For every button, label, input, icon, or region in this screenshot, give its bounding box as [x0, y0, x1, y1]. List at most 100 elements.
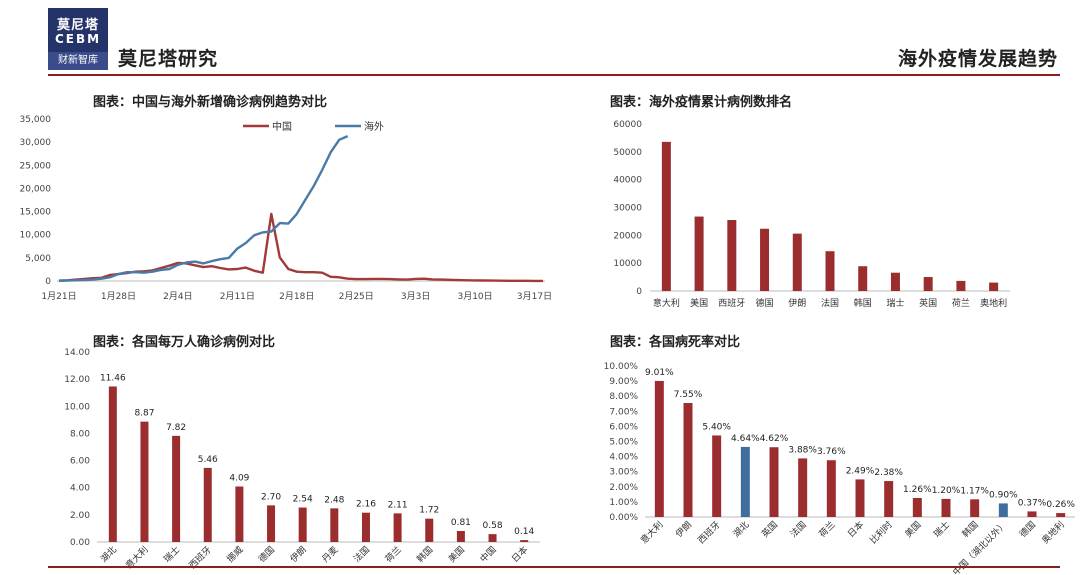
bar	[425, 518, 434, 542]
bar	[393, 513, 402, 542]
data-label: 4.62%	[760, 434, 789, 444]
data-label: 3.88%	[788, 445, 817, 455]
bar	[361, 512, 370, 542]
data-label: 2.16	[356, 500, 376, 510]
category-label: 伊朗	[788, 297, 806, 309]
bar	[520, 540, 529, 542]
data-label: 5.40%	[702, 422, 731, 432]
x-tick-label: 2月11日	[220, 291, 255, 302]
y-tick-label: 12.00	[64, 375, 90, 385]
category-label: 美国	[902, 519, 923, 540]
y-tick-label: 10.00%	[604, 362, 639, 372]
category-label: 荷兰	[383, 544, 404, 565]
category-label: 伊朗	[673, 519, 694, 540]
data-label: 0.90%	[989, 490, 1018, 500]
x-tick-label: 3月10日	[457, 291, 492, 302]
data-label: 2.48	[324, 495, 344, 505]
category-label: 西班牙	[695, 519, 723, 547]
category-label: 法国	[821, 297, 839, 309]
category-label: 韩国	[854, 297, 872, 309]
category-label: 奥地利	[980, 297, 1007, 309]
y-tick-label: 3.00%	[609, 468, 638, 478]
y-tick-label: 0	[45, 277, 51, 287]
data-label: 2.11	[388, 500, 408, 510]
logo-line1: 莫尼塔	[56, 18, 99, 33]
x-tick-label: 3月3日	[401, 291, 430, 302]
data-label: 1.72	[419, 506, 439, 516]
category-label: 韩国	[960, 519, 981, 540]
category-label: 丹麦	[319, 544, 340, 565]
bar	[858, 266, 868, 291]
logo-line2: CEBM	[54, 32, 102, 46]
category-label: 韩国	[414, 544, 435, 565]
y-tick-label: 60000	[613, 120, 642, 130]
data-label: 0.37%	[1018, 498, 1047, 508]
data-label: 2.49%	[846, 466, 875, 476]
data-label: 3.76%	[817, 447, 846, 457]
footer-divider	[48, 566, 1060, 568]
legend-label: 海外	[364, 120, 384, 133]
y-tick-label: 1.00%	[609, 498, 638, 508]
y-tick-label: 30,000	[20, 138, 52, 148]
chart2-title: 图表：海外疫情累计病例数排名	[610, 95, 793, 110]
logo: 莫尼塔 CEBM 财新智库	[48, 8, 108, 70]
data-label: 0.58	[483, 521, 503, 531]
bar	[890, 272, 900, 291]
data-label: 1.26%	[903, 485, 932, 495]
data-label: 9.01%	[645, 368, 674, 378]
x-tick-label: 2月25日	[339, 291, 374, 302]
chart3-title: 图表：各国每万人确诊病例对比	[93, 335, 276, 350]
bar	[488, 534, 497, 542]
bar	[956, 280, 966, 291]
bar	[825, 251, 835, 291]
data-label: 8.87	[134, 409, 154, 419]
logo-line3: 财新智库	[48, 52, 108, 70]
bar	[792, 233, 802, 291]
category-label: 意大利	[653, 297, 680, 309]
category-label: 法国	[788, 519, 809, 540]
category-label: 日本	[845, 519, 866, 540]
category-label: 瑞士	[931, 519, 952, 540]
bar	[712, 435, 722, 517]
data-label: 2.70	[261, 492, 281, 502]
bar	[740, 446, 750, 517]
category-label: 比利时	[867, 519, 895, 547]
page-title: 海外疫情发展趋势	[897, 48, 1058, 70]
bar	[235, 486, 244, 542]
bar	[267, 505, 276, 542]
x-tick-label: 1月21日	[41, 291, 76, 302]
bar	[654, 380, 664, 517]
bar	[798, 458, 808, 517]
brand-name: 莫尼塔研究	[118, 48, 219, 70]
bar	[330, 508, 339, 542]
y-tick-label: 14.00	[64, 348, 90, 358]
chart1-title: 图表：中国与海外新增确诊病例趋势对比	[93, 95, 328, 110]
data-label: 7.55%	[674, 390, 703, 400]
category-label: 瑞士	[161, 544, 182, 565]
category-label: 意大利	[638, 519, 666, 547]
category-label: 荷兰	[816, 519, 837, 540]
category-label: 挪威	[224, 544, 245, 565]
y-tick-label: 9.00%	[609, 377, 638, 387]
bar	[970, 499, 980, 517]
bar	[998, 503, 1008, 517]
bar	[1056, 513, 1066, 517]
header-divider	[48, 74, 1060, 76]
y-tick-label: 7.00%	[609, 407, 638, 417]
data-label: 2.54	[293, 495, 313, 505]
y-tick-label: 20,000	[20, 184, 52, 194]
series-line-china	[58, 212, 543, 283]
y-tick-label: 2.00%	[609, 483, 638, 493]
y-tick-label: 5.00%	[609, 438, 638, 448]
series-line-overseas	[58, 134, 349, 282]
y-tick-label: 10.00	[64, 402, 90, 412]
y-tick-label: 6.00%	[609, 422, 638, 432]
y-tick-label: 15,000	[20, 208, 52, 218]
data-label: 0.81	[451, 518, 471, 528]
x-tick-label: 3月17日	[517, 291, 552, 302]
bar	[203, 467, 212, 542]
x-tick-label: 2月18日	[279, 291, 314, 302]
data-label: 11.46	[100, 373, 126, 383]
bar	[855, 479, 865, 517]
data-label: 7.82	[166, 423, 186, 433]
